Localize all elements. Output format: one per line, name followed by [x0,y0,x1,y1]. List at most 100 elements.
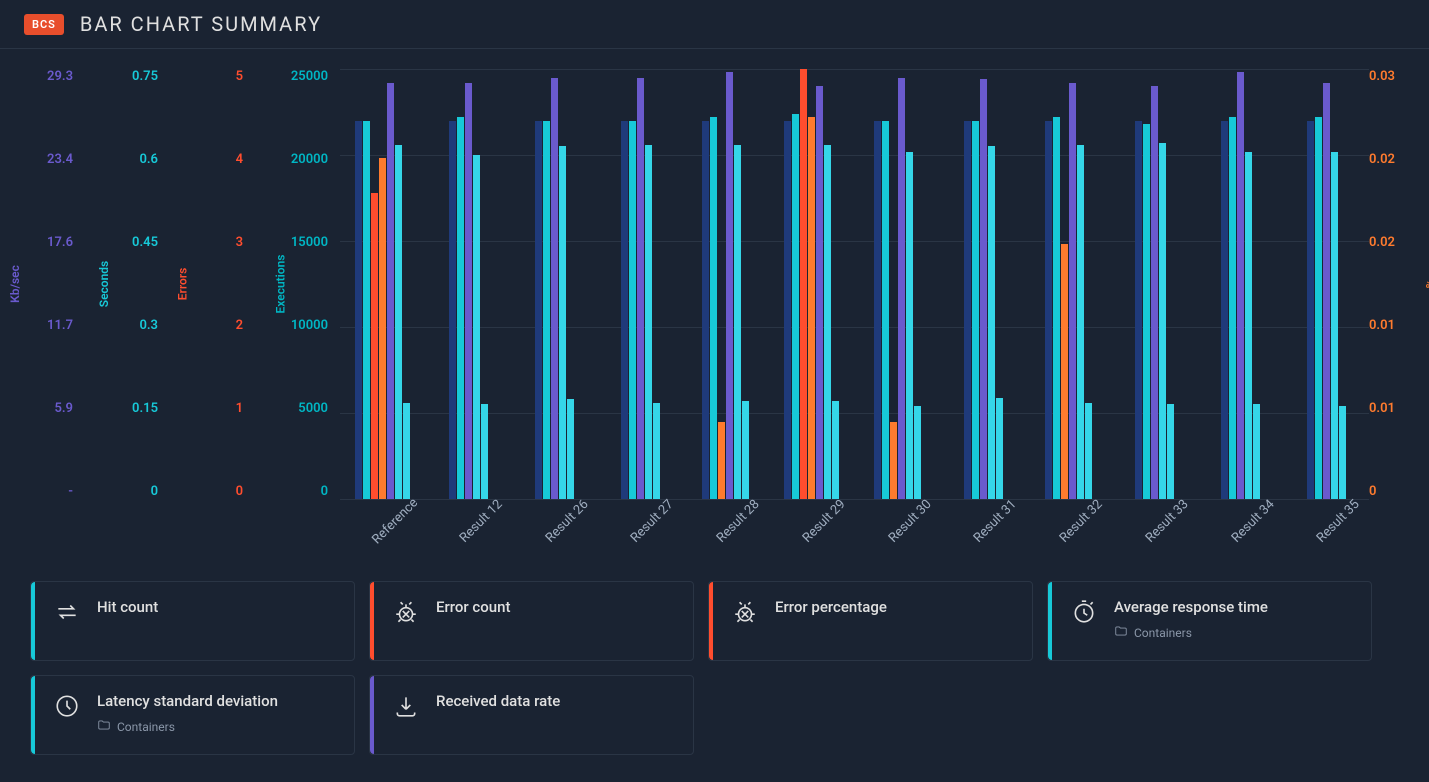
bar-teal [629,121,636,499]
card-body: Latency standard deviation Containers [97,692,278,735]
bar-cyan-b [1085,403,1092,499]
card-title: Error percentage [775,598,887,616]
card-body: Received data rate [436,692,560,710]
y-tick: 3 [236,235,243,250]
y-tick: 5000 [298,401,328,416]
metric-card-error-percentage[interactable]: Error percentage [708,581,1033,661]
metric-card-hit-count[interactable]: Hit count [30,581,355,661]
metric-card-received-data-rate[interactable]: Received data rate [369,675,694,755]
bar-cyan-b [653,403,660,499]
bar-teal [792,114,799,499]
bar-group [769,69,855,499]
card-subtitle: Containers [97,718,278,735]
bug-icon [392,598,420,626]
metric-card-latency-standard-deviation[interactable]: Latency standard deviation Containers [30,675,355,755]
y-tick-right: 0.01 [1369,401,1395,416]
y-axis-label: Seconds [97,261,111,307]
bar-darkblue [1045,121,1052,499]
bar-cyan-a [734,145,741,499]
bar-red [371,193,378,499]
bar-cyan-a [824,145,831,499]
bar-group [1283,69,1369,499]
bar-teal [882,121,889,499]
bar-group [1026,69,1112,499]
y-axis-right: 0.030.020.020.010.010% [1369,69,1419,499]
card-body: Hit count [97,598,158,616]
y-tick: 25000 [291,69,328,84]
bar-purple [1069,83,1076,499]
y-tick: 4 [236,152,243,167]
x-axis-labels: ReferenceResult 12Result 26Result 27Resu… [340,509,1369,569]
card-subtitle: Containers [1114,624,1268,641]
bar-orange [890,422,897,499]
bar-purple [551,78,558,499]
card-title: Average response time [1114,598,1268,616]
y-tick-right: 0.02 [1369,152,1395,167]
bar-cyan-b [996,398,1003,499]
y-tick: 17.6 [47,235,73,250]
y-tick: 0.75 [132,69,158,84]
bar-cyan-b [567,399,574,499]
bar-purple [898,78,905,499]
bar-cyan-b [1253,404,1260,499]
bar-teal [972,121,979,499]
bar-cyan-a [559,146,566,499]
y-axis-right-label: % [1424,280,1429,289]
card-accent [31,676,35,754]
bar-cyan-b [1339,406,1346,499]
bar-purple [1151,86,1158,499]
card-accent [370,676,374,754]
bar-teal [1053,117,1060,499]
bar-cyan-a [395,145,402,499]
y-tick: 0 [236,484,243,499]
y-tick: 5.9 [54,401,73,416]
timer-icon [1070,598,1098,626]
bar-darkblue [535,121,542,499]
bar-purple [980,79,987,499]
bar-cyan-b [742,401,749,499]
bar-purple [387,83,394,499]
bar-purple [816,86,823,499]
card-accent [709,582,713,660]
y-tick: 2 [236,318,243,333]
metric-card-average-response-time[interactable]: Average response time Containers [1047,581,1372,661]
bar-group [1198,69,1284,499]
y-tick: - [68,484,73,499]
bar-cyan-a [1245,152,1252,499]
y-tick-right: 0.03 [1369,69,1395,84]
bar-group [1112,69,1198,499]
download-icon [392,692,420,720]
page-title: BAR CHART SUMMARY [80,12,322,36]
bar-darkblue [1307,121,1314,499]
bar-cyan-b [914,406,921,499]
bar-cyan-a [1331,152,1338,499]
card-sub-label: Containers [1134,626,1192,640]
card-body: Average response time Containers [1114,598,1268,641]
card-body: Error count [436,598,510,616]
bar-cyan-a [473,155,480,499]
metric-card-error-count[interactable]: Error count [369,581,694,661]
bar-cyan-b [1167,404,1174,499]
bar-teal [710,117,717,499]
bar-cyan-a [988,146,995,499]
bar-cyan-b [481,404,488,499]
y-tick: 1 [236,401,243,416]
card-sub-label: Containers [117,720,175,734]
y-tick: 0 [151,484,158,499]
y-tick: 0.3 [139,318,158,333]
y-axis-kbsec: 29.323.417.611.75.9-Kb/sec [0,69,85,499]
bar-teal [1229,117,1236,499]
bar-orange [1061,244,1068,499]
y-axis-label: Errors [175,268,189,301]
bar-group [855,69,941,499]
bar-orange [808,117,815,499]
card-accent [1048,582,1052,660]
y-tick-right: 0.01 [1369,318,1395,333]
bar-cyan-a [906,152,913,499]
card-title: Latency standard deviation [97,692,278,710]
folder-icon [97,718,111,735]
y-tick: 10000 [291,318,328,333]
bar-orange [379,158,386,499]
y-tick-right: 0.02 [1369,235,1395,250]
bar-group [940,69,1026,499]
